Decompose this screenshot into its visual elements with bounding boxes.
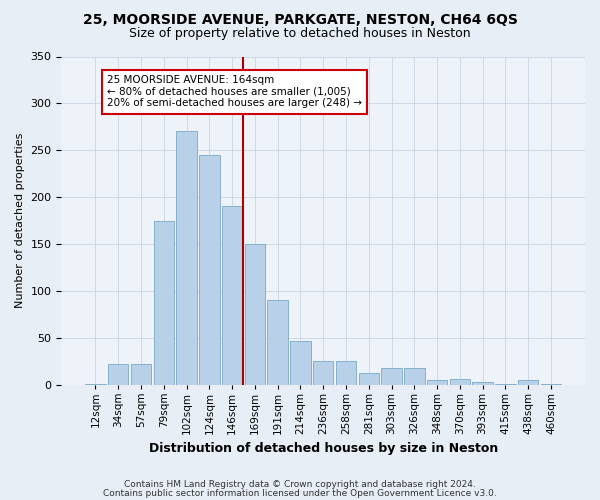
Bar [245,244,265,384]
Bar [336,361,356,384]
Bar [404,368,425,384]
Bar [199,155,220,384]
Text: Contains public sector information licensed under the Open Government Licence v3: Contains public sector information licen… [103,488,497,498]
Bar [131,364,151,384]
Y-axis label: Number of detached properties: Number of detached properties [15,133,25,308]
Text: Contains HM Land Registry data © Crown copyright and database right 2024.: Contains HM Land Registry data © Crown c… [124,480,476,489]
Bar [449,379,470,384]
Bar [518,380,538,384]
Bar [381,368,402,384]
Bar [290,342,311,384]
Text: 25 MOORSIDE AVENUE: 164sqm
← 80% of detached houses are smaller (1,005)
20% of s: 25 MOORSIDE AVENUE: 164sqm ← 80% of deta… [107,75,362,108]
X-axis label: Distribution of detached houses by size in Neston: Distribution of detached houses by size … [149,442,498,455]
Bar [222,206,242,384]
Bar [108,364,128,384]
Bar [427,380,448,384]
Bar [359,374,379,384]
Bar [268,300,288,384]
Bar [176,132,197,384]
Text: Size of property relative to detached houses in Neston: Size of property relative to detached ho… [129,28,471,40]
Bar [313,361,334,384]
Text: 25, MOORSIDE AVENUE, PARKGATE, NESTON, CH64 6QS: 25, MOORSIDE AVENUE, PARKGATE, NESTON, C… [83,12,517,26]
Bar [154,220,174,384]
Bar [472,382,493,384]
